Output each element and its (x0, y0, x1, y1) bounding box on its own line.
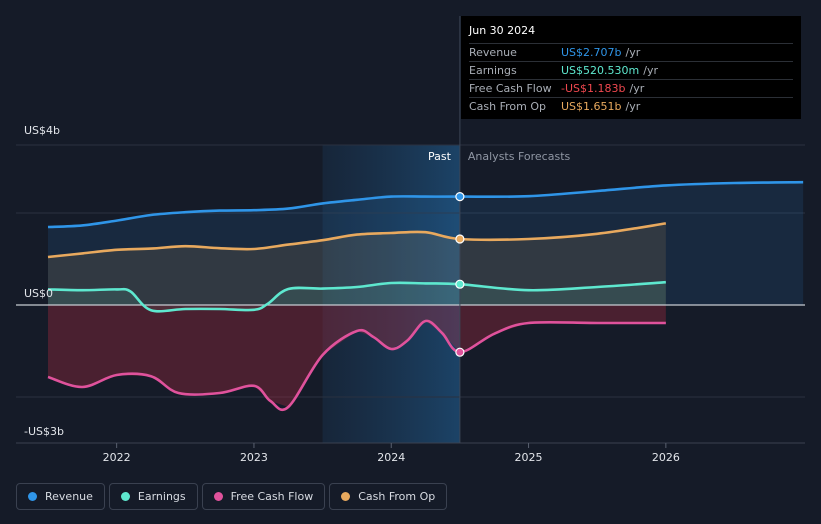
tooltip-label: Earnings (469, 64, 517, 77)
legend-dot-icon (213, 492, 223, 501)
legend-label: Revenue (45, 490, 93, 503)
legend-item-cash-from-op[interactable]: Cash From Op (329, 483, 448, 510)
past-region (322, 145, 460, 443)
tooltip-unit: /yr (643, 64, 658, 77)
legend-label: Earnings (137, 490, 186, 503)
x-tick-label: 2023 (240, 451, 268, 464)
y-axis-label: US$4b (24, 124, 60, 137)
past-label: Past (428, 150, 452, 163)
cash-from-op-area (48, 223, 666, 305)
legend-item-earnings[interactable]: Earnings (108, 483, 198, 510)
revenue-marker (455, 192, 465, 202)
tooltip-unit: /yr (625, 46, 641, 59)
tooltip-row-earnings: Earnings US$520.530m /yr (469, 61, 793, 79)
free-cash-flow-marker (455, 347, 465, 357)
revenue-area (48, 182, 804, 305)
free-cash-flow-area (48, 305, 666, 407)
free-cash-flow-line (47, 319, 666, 412)
tooltip-value: US$520.530m (561, 64, 640, 77)
tooltip-unit: /yr (629, 82, 645, 95)
forecast-label: Analysts Forecasts (468, 150, 571, 163)
tooltip-label: Revenue (469, 46, 517, 59)
legend-item-free-cash-flow[interactable]: Free Cash Flow (201, 483, 326, 510)
tooltip-label: Cash From Op (469, 100, 547, 113)
legend-label: Cash From Op (358, 490, 436, 503)
tooltip-unit: /yr (625, 100, 641, 113)
legend-label: Free Cash Flow (230, 490, 314, 503)
x-tick-label: 2024 (377, 451, 405, 464)
y-axis-label: US$0 (24, 287, 53, 300)
tooltip-value: US$1.651b (561, 100, 622, 113)
tooltip-value: -US$1.183b (561, 82, 626, 95)
earnings-line (47, 280, 666, 313)
tooltip: Jun 30 2024 Revenue US$2.707b /yr Earnin… (461, 16, 801, 119)
legend-item-revenue[interactable]: Revenue (16, 483, 105, 510)
x-tick-label: 2025 (515, 451, 543, 464)
tooltip-label: Free Cash Flow (469, 82, 552, 95)
tooltip-row-cash-from-op: Cash From Op US$1.651b /yr (469, 97, 793, 115)
cash-from-op-marker (455, 234, 465, 244)
legend-dot-icon (120, 492, 130, 501)
tooltip-value: US$2.707b (561, 46, 622, 59)
earnings-marker (455, 279, 465, 289)
cash-from-op-line (47, 222, 667, 259)
legend-dot-icon (28, 492, 37, 501)
tooltip-row-free-cash-flow: Free Cash Flow -US$1.183b /yr (469, 79, 793, 97)
legend-dot-icon (341, 492, 351, 501)
revenue-line (47, 180, 804, 229)
legend: Revenue Earnings Free Cash Flow Cash Fro… (16, 483, 448, 510)
tooltip-row-revenue: Revenue US$2.707b /yr (469, 43, 793, 61)
x-tick-label: 2026 (652, 451, 680, 464)
y-axis-label: -US$3b (24, 425, 64, 438)
tooltip-date: Jun 30 2024 (469, 24, 536, 37)
x-tick-label: 2022 (103, 451, 131, 464)
